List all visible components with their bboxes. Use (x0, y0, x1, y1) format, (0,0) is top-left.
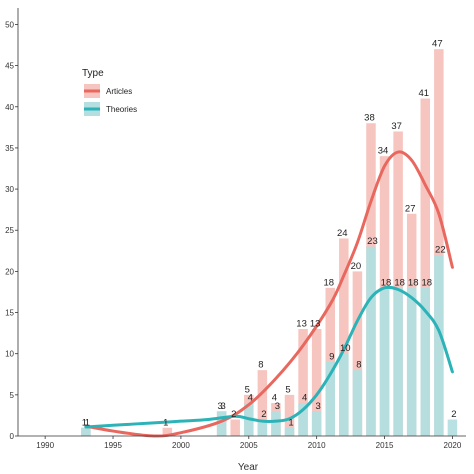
bar-articles-2018 (420, 98, 431, 437)
y-tick-label-35: 35 (5, 144, 14, 153)
bar-theories-2017 (406, 287, 417, 436)
data-label-articles-2013: 20 (351, 261, 362, 272)
data-label-theories-2011: 9 (329, 351, 334, 362)
trend-line-articles (84, 150, 454, 438)
data-label-theories-2015: 18 (381, 277, 392, 288)
bar-articles-2010 (311, 329, 322, 436)
data-label-articles-1993: 1 (82, 417, 87, 428)
data-label-theories-2003: 3 (220, 401, 225, 412)
bar-articles-2004 (230, 419, 240, 436)
bar-articles-1999 (162, 427, 173, 436)
data-label-theories-2014: 23 (367, 236, 378, 247)
bar-articles-2013 (352, 271, 363, 436)
bar-theories-2003 (216, 411, 227, 436)
data-label-theories-2006: 2 (261, 409, 266, 420)
data-label-articles-2005: 5 (245, 384, 250, 395)
data-label-articles-2004: 2 (231, 409, 236, 420)
legend-title: Type (82, 68, 104, 79)
trend-lines-layer (84, 150, 454, 438)
bar-theories-2011 (325, 361, 335, 436)
bar-theories-2019 (434, 254, 444, 436)
y-tick-label-45: 45 (5, 62, 14, 71)
bar-articles-2008 (284, 394, 295, 436)
bar-articles-2009 (298, 329, 308, 436)
y-tick-label-20: 20 (5, 267, 14, 276)
legend-items: Articles Theories (84, 84, 137, 116)
y-tick-label-50: 50 (5, 20, 14, 29)
y-tick-label-25: 25 (5, 226, 14, 235)
bar-theories-2015 (379, 287, 390, 436)
y-tick-label-15: 15 (5, 309, 14, 318)
trend-line-theories (84, 285, 454, 429)
y-tick-label-40: 40 (5, 103, 14, 112)
data-label-articles-1999: 1 (163, 417, 168, 428)
data-label-theories-2010: 3 (316, 401, 321, 412)
bar-articles-2016 (393, 131, 403, 436)
y-tick-label-10: 10 (5, 350, 14, 359)
data-label-articles-2011: 18 (323, 277, 334, 288)
data-label-theories-2012: 10 (340, 343, 351, 354)
bar-theories-2007 (271, 411, 281, 436)
data-label-theories-2009: 4 (302, 393, 307, 404)
bar-theories-2016 (393, 287, 403, 436)
legend-label-articles: Articles (106, 87, 132, 96)
bar-theories-2012 (339, 353, 349, 436)
bars-layer (81, 49, 458, 437)
data-label-theories-2007: 3 (275, 401, 280, 412)
data-label-articles-2009: 13 (296, 319, 307, 330)
data-label-theories-2019: 22 (435, 244, 446, 255)
bar-articles-2012 (339, 238, 349, 436)
y-tick-label-5: 5 (10, 391, 15, 400)
data-label-articles-2010: 13 (310, 319, 321, 330)
x-axis-title: Year (238, 462, 259, 473)
legend-label-theories: Theories (106, 105, 137, 114)
bar-theories-2006 (257, 419, 268, 436)
data-label-theories-1993: 1 (85, 417, 90, 428)
data-label-theories-2016: 18 (394, 277, 405, 288)
x-tick-label-1995: 1995 (104, 441, 122, 450)
data-label-theories-2018: 18 (421, 277, 432, 288)
bar-theories-2013 (352, 370, 363, 436)
bar-theories-1993 (81, 427, 91, 436)
bar-theories-2018 (420, 287, 431, 436)
data-label-articles-2006: 8 (258, 360, 263, 371)
data-label-theories-2013: 8 (356, 360, 361, 371)
data-label-articles-2018: 41 (418, 88, 429, 99)
data-label-articles-2007: 4 (272, 393, 277, 404)
data-label-theories-2008: 1 (288, 417, 293, 428)
data-label-theories-2020: 2 (451, 409, 456, 420)
legend: Type Articles Theories (82, 68, 137, 116)
x-tick-label-1990: 1990 (36, 441, 54, 450)
x-tick-label-2010: 2010 (308, 441, 326, 450)
bar-theories-2009 (298, 403, 308, 436)
bar-articles-2006 (257, 370, 268, 436)
bar-theories-2008 (284, 427, 295, 436)
bar-theories-2014 (366, 246, 376, 436)
data-label-articles-2017: 27 (405, 203, 416, 214)
data-label-articles-2015: 34 (378, 146, 389, 157)
data-label-theories-2017: 18 (408, 277, 419, 288)
x-tick-label-2000: 2000 (172, 441, 190, 450)
x-tick-label-2005: 2005 (240, 441, 258, 450)
y-tick-label-0: 0 (10, 432, 15, 441)
x-tick-label-2015: 2015 (376, 441, 394, 450)
data-label-articles-2008: 5 (285, 384, 290, 395)
data-label-articles-2014: 38 (364, 113, 375, 124)
axes-layer (17, 8, 466, 437)
y-ticks: 0 5 10 15 20 25 30 35 40 45 50 (5, 20, 18, 441)
bar-theories-2020 (447, 419, 458, 436)
data-label-articles-2019: 47 (432, 39, 443, 50)
data-label-articles-2012: 24 (337, 228, 348, 239)
bar-theories-2010 (311, 411, 322, 436)
x-ticks: 1990 1995 2000 2005 2010 2015 2020 (36, 436, 462, 450)
data-label-articles-2003: 3 (217, 401, 222, 412)
y-tick-label-30: 30 (5, 185, 14, 194)
data-label-articles-2016: 37 (391, 121, 402, 132)
bar-articles-2019 (434, 49, 444, 437)
data-label-theories-2005: 4 (248, 393, 253, 404)
x-tick-label-2020: 2020 (444, 441, 462, 450)
